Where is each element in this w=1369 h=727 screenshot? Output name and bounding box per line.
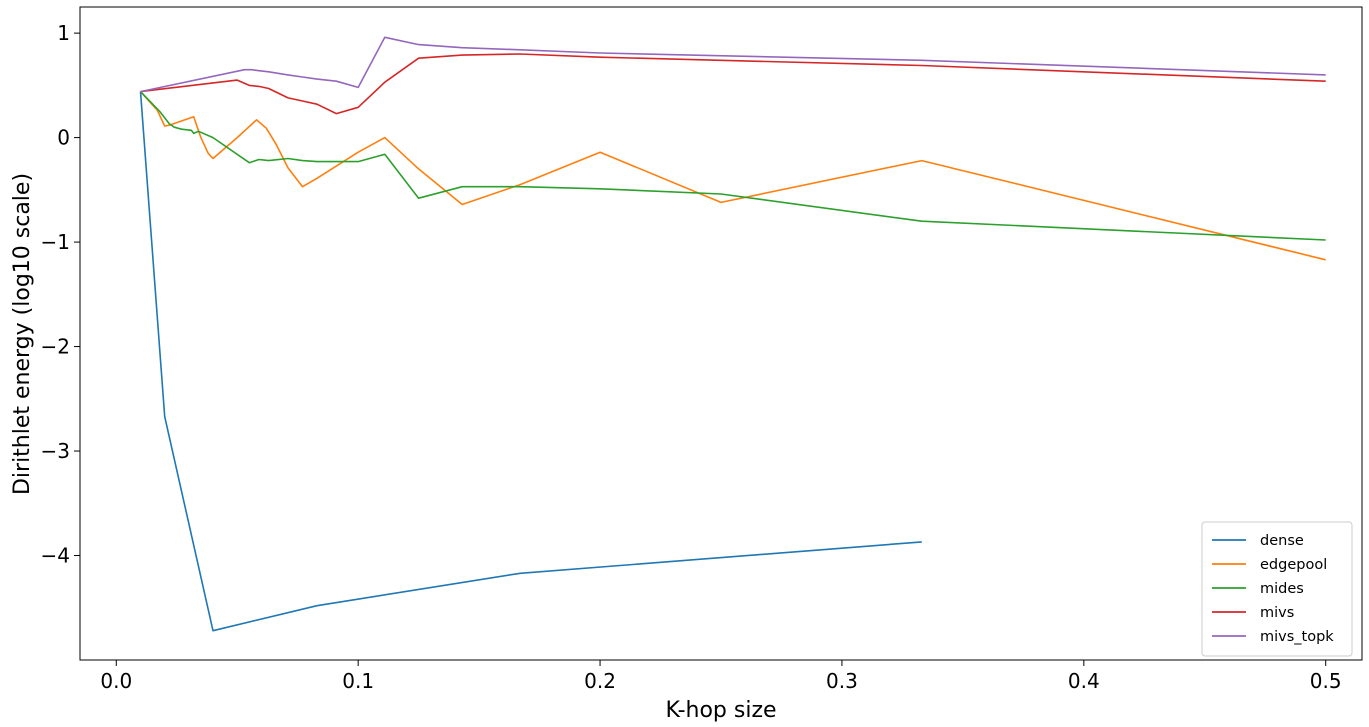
- series-line-dense: [139, 91, 922, 632]
- series-line-mides: [139, 91, 1326, 241]
- x-tick-label: 0.5: [1310, 669, 1342, 693]
- plot-frame: [79, 6, 1363, 661]
- legend-label: dense: [1260, 533, 1304, 549]
- x-tick-label: 0.1: [342, 669, 374, 693]
- y-tick-label: 1: [57, 21, 70, 45]
- legend-label: mivs_topk: [1260, 629, 1334, 645]
- y-tick-label: 0: [57, 126, 70, 150]
- legend: dense edgepool mides mivs mivs_topk: [1201, 521, 1353, 657]
- series-line-edgepool: [139, 91, 1326, 261]
- legend-label: edgepool: [1260, 557, 1327, 573]
- x-tick-label: 0.2: [584, 669, 616, 693]
- series-line-mivs: [140, 53, 1326, 115]
- y-tick-label: −4: [41, 544, 70, 568]
- x-axis: 0.0 0.1 0.2 0.3 0.4 0.5: [100, 660, 1342, 693]
- y-axis: −4 −3 −2 −1 0 1: [41, 21, 80, 568]
- x-tick-label: 0.0: [100, 669, 132, 693]
- plot-background: [80, 7, 1362, 660]
- y-tick-label: −3: [41, 439, 70, 463]
- y-tick-label: −2: [41, 335, 70, 359]
- x-axis-label: K-hop size: [665, 698, 776, 723]
- y-axis-label: Dirithlet energy (log10 scale): [10, 173, 35, 495]
- x-tick-label: 0.4: [1068, 669, 1100, 693]
- legend-label: mivs: [1260, 605, 1294, 621]
- x-tick-label: 0.3: [826, 669, 858, 693]
- series-line-mivs-topk: [140, 36, 1326, 93]
- y-tick-label: −1: [41, 230, 70, 254]
- series-layer: [139, 36, 1326, 632]
- legend-box: [1201, 521, 1353, 657]
- legend-label: mides: [1260, 581, 1304, 597]
